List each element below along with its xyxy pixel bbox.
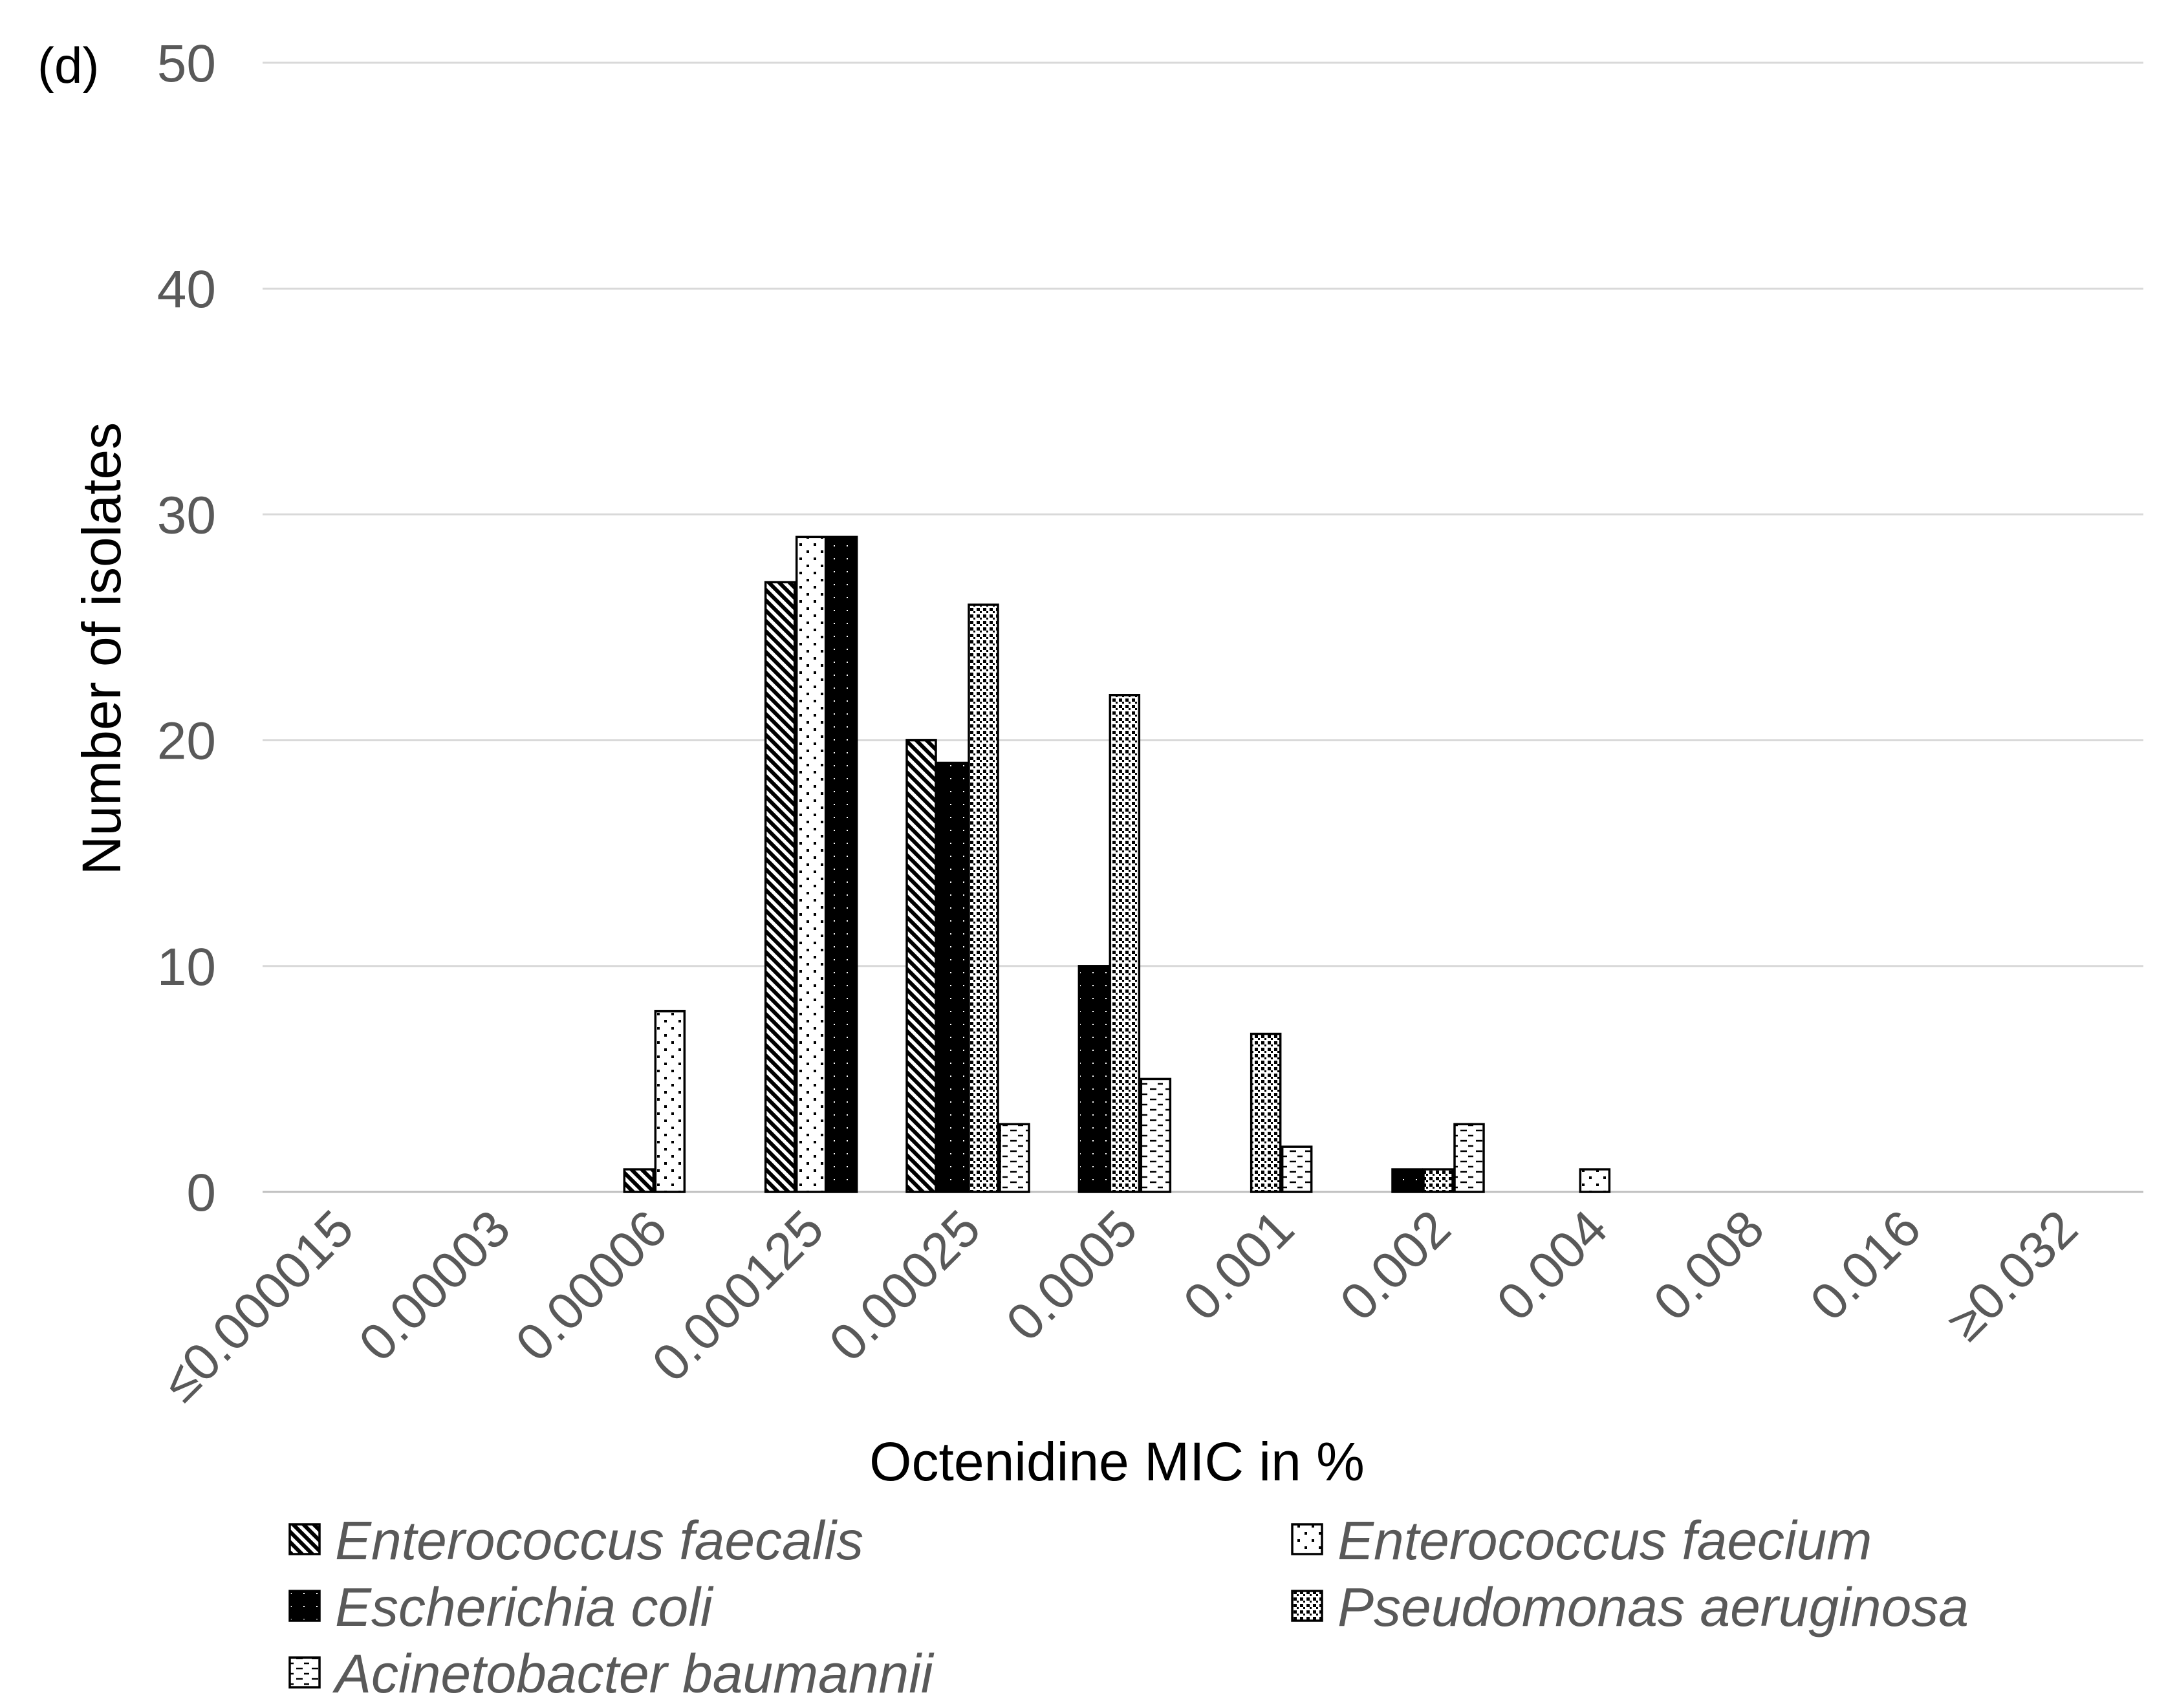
bar-enterococcus-faecalis [623, 1168, 655, 1193]
y-tick-label: 30 [157, 486, 216, 545]
bar-pseudomonas-aeruginosa [1422, 1168, 1454, 1193]
x-tick-label: 0.001 [1173, 1199, 1305, 1331]
bar-enterococcus-faecium [1579, 1168, 1611, 1193]
legend-label: Acinetobacter baumannii [332, 1643, 935, 1704]
legend: Enterococcus faecalis Enterococcus faeciu… [288, 1510, 1969, 1704]
bar-enterococcus-faecium [795, 535, 827, 1193]
legend-swatch-acinetobacter-baumannii [288, 1656, 321, 1689]
bar-pseudomonas-aeruginosa [1250, 1032, 1282, 1193]
legend-label: Enterococcus faecalis [335, 1510, 863, 1571]
x-tick-label: 0.002 [1329, 1199, 1461, 1331]
bar-acinetobacter-baumannii [1453, 1123, 1485, 1193]
bar-escherichia-coli [826, 535, 858, 1193]
legend-swatch-enterococcus-faecalis [288, 1523, 321, 1555]
legend-label: Pseudomonas aeruginosa [1338, 1577, 1969, 1638]
legend-swatch-enterococcus-faecium [1291, 1523, 1323, 1555]
bar-pseudomonas-aeruginosa [1109, 694, 1141, 1193]
bar-escherichia-coli [1078, 965, 1110, 1193]
bar-enterococcus-faecium [654, 1010, 686, 1193]
panel-label: (d) [38, 37, 99, 94]
x-tick-label: 0.004 [1486, 1199, 1618, 1331]
legend-label: Escherichia coli [335, 1577, 714, 1638]
y-tick-label: 10 [157, 938, 216, 997]
bar-enterococcus-faecalis [905, 739, 937, 1193]
x-tick-label: ≥0.032 [1936, 1199, 2088, 1352]
bars [623, 535, 1611, 1193]
x-tick-label: 0.008 [1643, 1199, 1775, 1331]
x-tick-label: 0.00025 [818, 1199, 991, 1372]
bar-acinetobacter-baumannii [1281, 1145, 1313, 1193]
bar-enterococcus-faecalis [764, 581, 796, 1193]
y-tick-label: 40 [157, 260, 216, 319]
y-axis-ticks: 0 10 20 30 40 50 [157, 34, 216, 1222]
x-tick-label: 0.0005 [995, 1199, 1148, 1352]
y-tick-label: 0 [186, 1163, 216, 1222]
y-axis-title: Number of isolates [71, 422, 132, 875]
legend-swatch-escherichia-coli [288, 1590, 321, 1622]
grid-lines [263, 61, 2143, 1193]
bar-acinetobacter-baumannii [999, 1123, 1030, 1193]
x-axis-title: Octenidine MIC in % [869, 1431, 1365, 1492]
y-tick-label: 20 [157, 712, 216, 771]
x-tick-label: 0.000125 [641, 1199, 834, 1392]
legend-swatch-pseudomonas-aeruginosa [1291, 1590, 1323, 1622]
bar-escherichia-coli [1391, 1168, 1423, 1193]
x-tick-label: 0.00003 [348, 1199, 521, 1372]
x-tick-label: 0.016 [1799, 1199, 1931, 1331]
x-tick-label: ≤0.000015 [151, 1199, 364, 1412]
legend-label: Enterococcus faecium [1338, 1510, 1872, 1571]
bar-acinetobacter-baumannii [1140, 1077, 1172, 1193]
y-tick-label: 50 [157, 34, 216, 93]
bar-pseudomonas-aeruginosa [968, 603, 999, 1193]
bar-escherichia-coli [937, 761, 968, 1193]
